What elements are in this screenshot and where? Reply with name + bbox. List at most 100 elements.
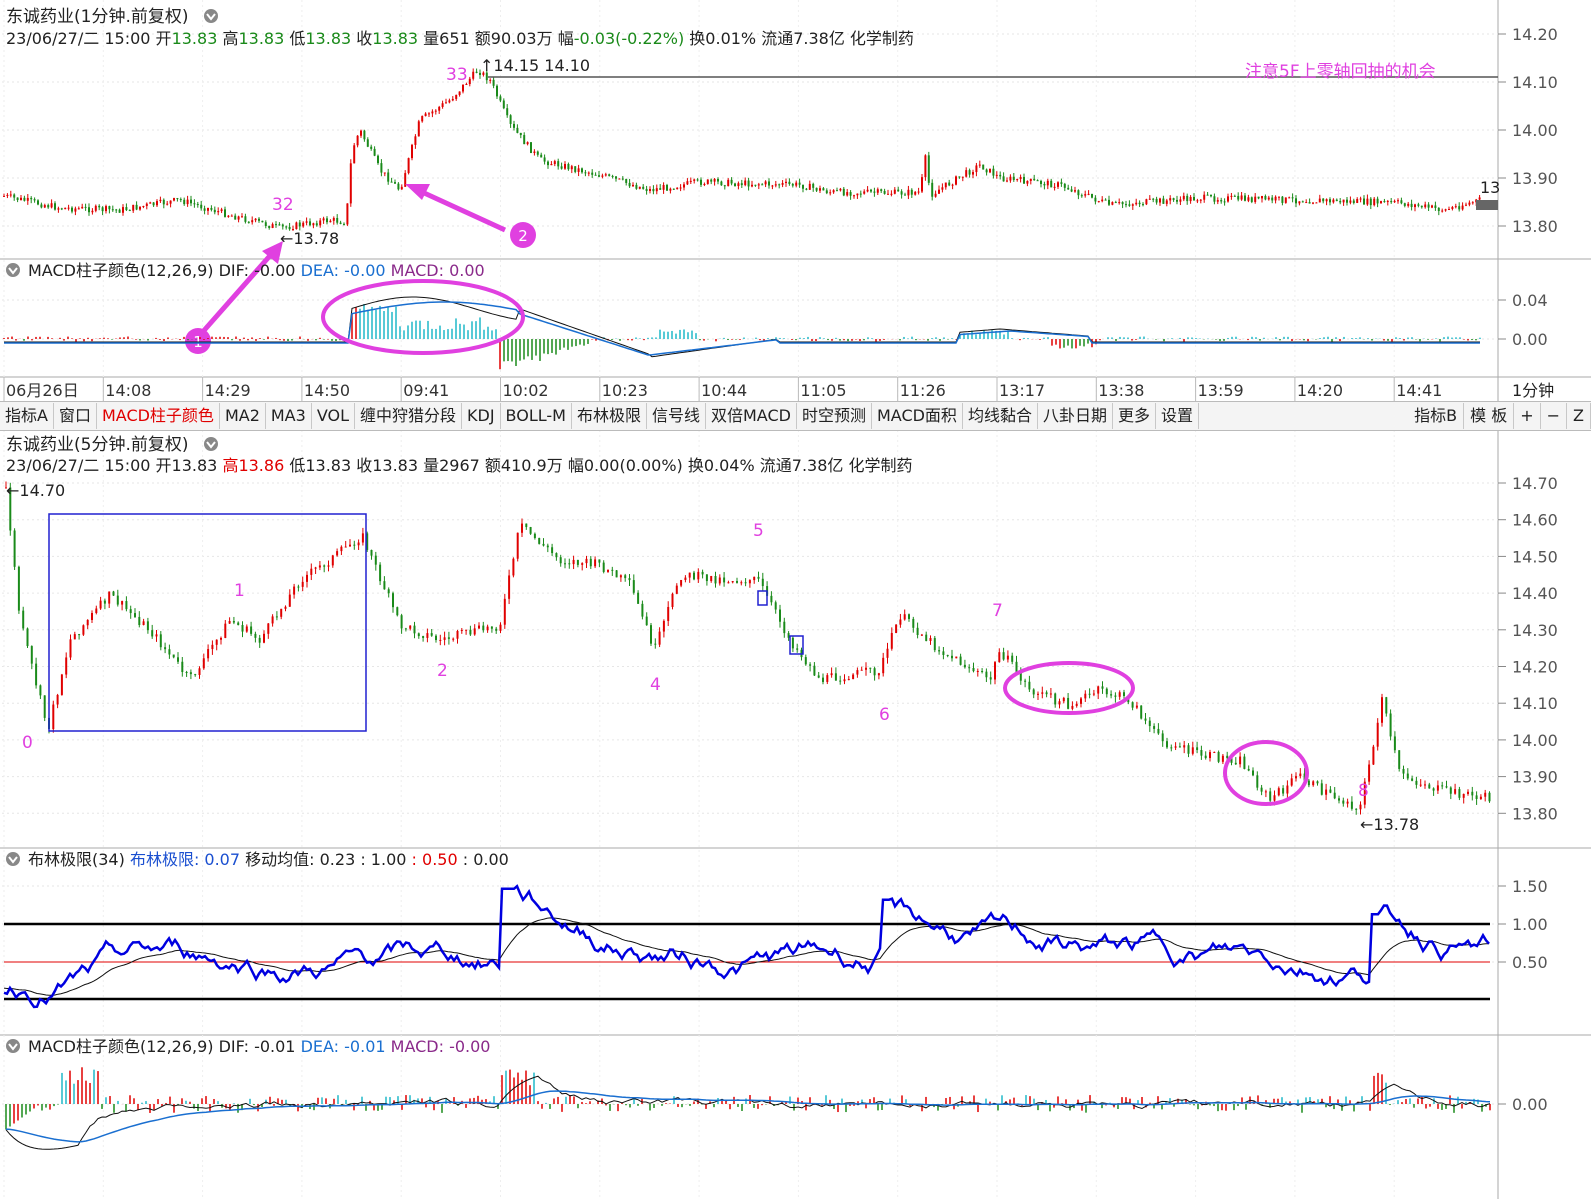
period-label[interactable]: 1分钟 (1512, 381, 1554, 400)
candle-body (69, 639, 72, 658)
chevron-down-icon (8, 1043, 18, 1051)
candle-body (710, 576, 713, 582)
candle-body (360, 130, 362, 136)
candle-body (129, 609, 132, 614)
candle-body (978, 164, 981, 166)
toolbar-item-14[interactable]: 均线黏合 (963, 403, 1038, 429)
candle-body (1434, 205, 1437, 208)
toolbar-item-10[interactable]: 信号线 (647, 403, 706, 429)
candle-body (703, 183, 706, 185)
candle-body (1182, 195, 1185, 200)
candle-body (73, 634, 76, 640)
candle-body (479, 72, 481, 75)
toolbar-right-item-1[interactable]: 模 板 (1464, 403, 1515, 429)
candle-body (1383, 201, 1386, 203)
toolbar-right-item-0[interactable]: 指标B (1408, 403, 1465, 429)
candle-body (672, 188, 675, 190)
candle-body (972, 667, 975, 672)
candle-body (280, 608, 283, 617)
candle-body (1295, 776, 1297, 779)
candle-body (213, 209, 216, 213)
candle-body (47, 205, 50, 208)
candle-body (207, 207, 209, 211)
candle-body (533, 151, 536, 153)
toolbar-item-2[interactable]: MACD柱子颜色 (97, 403, 220, 429)
candle-body (804, 657, 807, 665)
candle-body (1094, 197, 1097, 202)
candle-body (1366, 198, 1369, 205)
candle-body (635, 184, 638, 189)
candle-body (866, 189, 869, 192)
candle-body (608, 174, 611, 176)
candle-body (456, 631, 459, 639)
candle-body (1105, 688, 1108, 695)
candle-body (492, 79, 495, 86)
candle-body (718, 577, 721, 584)
toolbar-item-9[interactable]: 布林极限 (572, 403, 647, 429)
toolbar-item-6[interactable]: 缠中狩猎分段 (355, 403, 462, 429)
candle-body (860, 669, 863, 671)
candle-body (43, 205, 46, 208)
candle-body (628, 578, 631, 581)
candle-body (632, 184, 634, 187)
dropdown-icon[interactable] (204, 9, 218, 23)
candle-body (1121, 202, 1124, 205)
candle-body (882, 657, 885, 674)
toolbar-item-17[interactable]: 设置 (1156, 403, 1199, 429)
toolbar-item-1[interactable]: 窗口 (54, 403, 97, 429)
candle-body (254, 218, 257, 221)
toolbar-item-8[interactable]: BOLL-M (501, 403, 572, 429)
candle-body (589, 558, 592, 567)
toolbar-item-3[interactable]: MA2 (220, 403, 266, 429)
candle-body (985, 671, 988, 678)
candle-body (82, 625, 85, 635)
candle-body (1424, 204, 1427, 208)
panel2-candles[interactable] (5, 481, 1491, 815)
toolbar-item-0[interactable]: 指标A (0, 403, 54, 429)
candle-body (933, 638, 936, 651)
toolbar-item-4[interactable]: MA3 (266, 403, 312, 429)
candle-body (1036, 180, 1039, 182)
candle-body (1261, 196, 1263, 199)
toolbar-item-16[interactable]: 更多 (1113, 403, 1156, 429)
toolbar-right-item-3[interactable]: − (1541, 403, 1568, 429)
candle-body (791, 637, 794, 649)
candle-body (1286, 785, 1289, 794)
candle-body (1250, 197, 1253, 202)
toolbar-item-11[interactable]: 双倍MACD (706, 403, 797, 429)
panel1-candles[interactable] (3, 68, 1481, 231)
candle-body (220, 209, 223, 212)
candle-body (1369, 198, 1372, 206)
candle-body (353, 145, 356, 164)
candle-body (941, 187, 944, 190)
candle-body (1478, 197, 1481, 200)
candle-body (1385, 697, 1388, 714)
toolbar-item-7[interactable]: KDJ (462, 403, 501, 429)
candle-body (462, 84, 464, 92)
candle-body (438, 106, 441, 111)
candle-body (998, 652, 1001, 663)
candle-body (1239, 756, 1242, 765)
toolbar-right-item-2[interactable]: + (1514, 403, 1541, 429)
candle-body (1335, 199, 1338, 202)
toolbar-item-13[interactable]: MACD面积 (872, 403, 963, 429)
candle-body (1140, 705, 1143, 719)
candle-body (727, 582, 730, 584)
candle-body (417, 633, 420, 637)
toolbar-item-5[interactable]: VOL (312, 403, 355, 429)
candle-body (770, 595, 773, 603)
toolbar-item-12[interactable]: 时空预测 (797, 403, 872, 429)
dropdown-icon[interactable] (204, 437, 218, 451)
toolbar-item-15[interactable]: 八卦日期 (1038, 403, 1113, 429)
candle-body (1454, 206, 1457, 208)
toolbar-right-item-4[interactable]: Z (1567, 403, 1591, 429)
candle-body (1479, 796, 1482, 799)
candle-body (1037, 693, 1039, 695)
candle-body (468, 78, 471, 85)
candle-body (9, 487, 12, 531)
candle-body (115, 209, 118, 211)
candle-body (1465, 204, 1467, 206)
candle-body (1359, 804, 1362, 810)
candle-body (985, 169, 988, 173)
